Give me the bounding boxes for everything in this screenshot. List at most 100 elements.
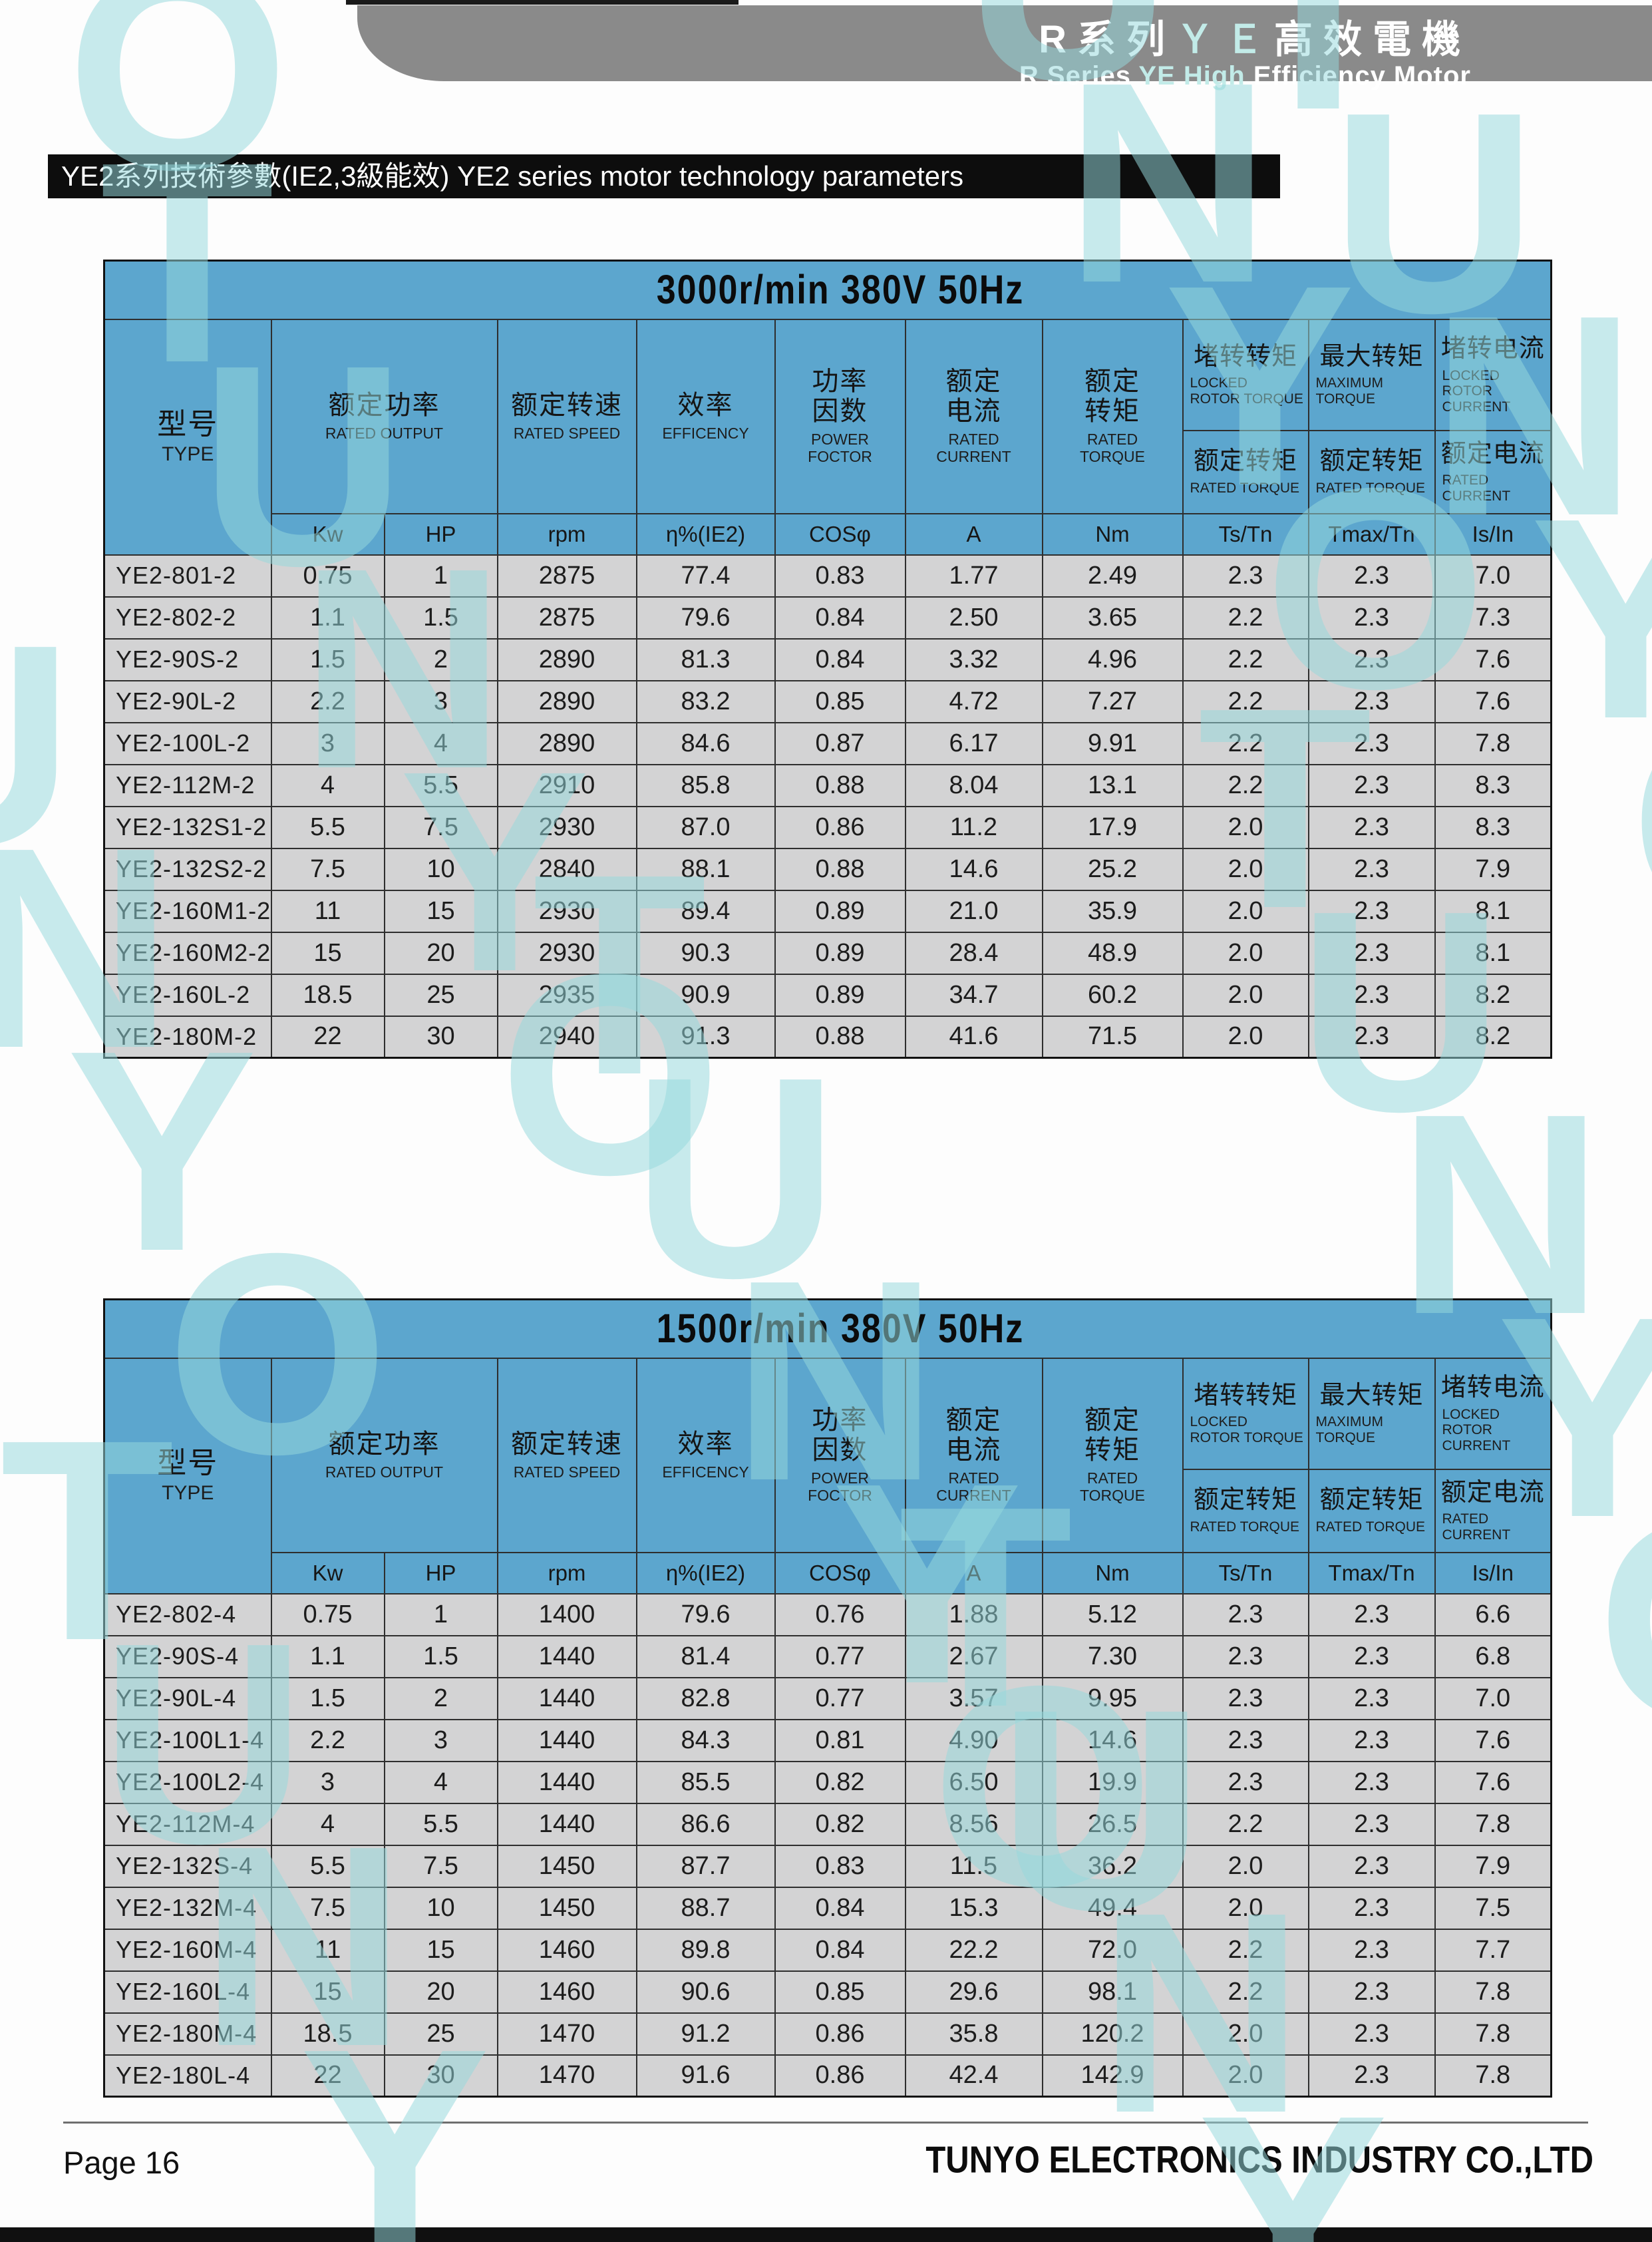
model-cell: YE2-90S-4 [103,1634,272,1678]
units-row: Kw HP rpm η%(IE2) COSφ A Nm Ts/Tn Tmax/T… [104,1551,1552,1594]
value-cell: 81.3 [635,638,776,681]
value-cell: 2.3 [1307,763,1436,807]
value-cell: 7.7 [1434,1928,1552,1972]
label-en: MAXIMUM TORQUE [1315,1414,1384,1445]
value-cell: 10 [383,847,498,891]
table-row: YE2-90L-2 2.2 3 2890 83.2 0.85 4.72 7.27 2.2 2.3 7… [103,679,1552,723]
value-cell: 2890 [496,721,637,765]
col-header-maximum-torque: 最大转矩 MAXIMUM TORQUE [1307,318,1436,431]
value-cell: 2935 [496,973,637,1017]
type-label-en: TYPE [162,1482,214,1505]
table-title-text: 3000r/min 380V 50Hz [656,267,1025,313]
value-cell: 87.7 [635,1844,776,1888]
value-cell: 6.6 [1434,1592,1552,1636]
value-cell: 11 [270,889,385,933]
top-banner: R系列ＹＥ高效電機 R Series YE High Efficiency Mo… [357,5,1652,91]
table-1500rpm: 1500r/min 380V 50Hz 型号 TYPE 额定功率 RATED O… [103,1298,1553,2098]
model-cell: YE2-100L1-4 [103,1718,272,1762]
value-cell: 6.17 [904,721,1043,765]
header-row-groups: 型号 TYPE 额定功率 RATED OUTPUT 额定转速 RATED SPE… [103,1357,1552,1594]
table-row: YE2-802-4 0.75 1 1400 79.6 0.76 1.88 5.12 2.3 2.3… [103,1592,1552,1636]
section-title: YE2系列技術參數(IE2,3級能效) YE2 series motor tec… [48,154,1280,198]
value-cell: 2.3 [1182,554,1309,598]
value-cell: 0.77 [774,1634,906,1678]
value-cell: 0.89 [774,973,906,1017]
value-cell: 18.5 [270,973,385,1017]
value-cell: 7.27 [1041,679,1184,723]
value-cell: 2.3 [1182,1760,1309,1804]
value-cell: 60.2 [1041,973,1184,1017]
value-cell: 1470 [496,2012,637,2056]
value-cell: 2 [383,638,498,681]
unit-ts-tn: Ts/Tn [1182,512,1309,556]
page-number: Page 16 [63,2145,180,2180]
value-cell: 2.2 [1182,1970,1309,2014]
value-cell: 2.3 [1307,889,1436,933]
value-cell: 4.90 [904,1718,1043,1762]
label-zh: 额定功率 [328,390,440,420]
value-cell: 7.8 [1434,1802,1552,1846]
value-cell: 0.85 [774,1970,906,2014]
value-cell: 2.3 [1182,1592,1309,1636]
value-cell: 88.7 [635,1886,776,1930]
label-en: LOCKED ROTOR CURRENT [1442,1406,1511,1453]
col-header-rated-current: 额定 电流 RATED CURRENT [904,318,1043,514]
value-cell: 7.6 [1434,1718,1552,1762]
banner-en-suffix: Efficiency Motor [1245,61,1471,91]
value-cell: 84.3 [635,1718,776,1762]
value-cell: 0.88 [774,1015,906,1059]
value-cell: 2.3 [1307,805,1436,849]
unit-tmax-tn: Tmax/Tn [1307,1551,1436,1594]
footer-divider [63,2122,1588,2124]
label-zh: 额定 转矩 [1084,367,1140,427]
model-cell: YE2-180M-2 [103,1015,272,1059]
value-cell: 2890 [496,638,637,681]
model-cell: YE2-802-4 [103,1592,272,1636]
value-cell: 8.56 [904,1802,1043,1846]
table-row: YE2-112M-4 4 5.5 1440 86.6 0.82 8.56 26.5 2.2 2.3… [103,1802,1552,1846]
value-cell: 2.0 [1182,973,1309,1017]
banner-title-zh: R系列ＹＥ高效電機 [357,8,1471,64]
value-cell: 2.2 [1182,721,1309,765]
value-cell: 0.82 [774,1760,906,1804]
value-cell: 2.49 [1041,554,1184,598]
unit-amps: A [904,512,1043,556]
value-cell: 3 [383,1718,498,1762]
value-cell: 15.3 [904,1886,1043,1930]
value-cell: 1460 [496,1970,637,2014]
col-header-rated-current-denominator: 额定电流 RATED CURRENT [1434,429,1552,514]
unit-kw: Kw [270,512,385,556]
value-cell: 15 [383,889,498,933]
value-cell: 0.84 [774,638,906,681]
label-en: RATED CURRENT [1442,472,1511,504]
unit-is-in: Is/In [1434,1551,1552,1594]
label-zh: 堵转电流 [1440,334,1545,363]
value-cell: 20 [383,1970,498,2014]
banner-zh-accent: ＹＥ [1175,18,1274,61]
value-cell: 11.2 [904,805,1043,849]
label-zh: 效率 [677,1429,734,1459]
value-cell: 2.3 [1307,1718,1436,1762]
value-cell: 48.9 [1041,931,1184,975]
value-cell: 1.5 [270,1676,385,1720]
value-cell: 5.5 [270,1844,385,1888]
value-cell: 10 [383,1886,498,1930]
value-cell: 0.84 [774,1928,906,1972]
value-cell: 7.5 [383,805,498,849]
value-cell: 7.5 [1434,1886,1552,1930]
model-cell: YE2-132S2-2 [103,847,272,891]
col-header-rated-torque: 额定 转矩 RATED TORQUE [1041,1357,1184,1553]
col-header-power-factor: 功率 因数 POWER FOCTOR [774,318,906,514]
value-cell: 2.3 [1307,554,1436,598]
value-cell: 2.3 [1182,1634,1309,1678]
value-cell: 0.75 [270,554,385,598]
value-cell: 5.5 [383,763,498,807]
value-cell: 2.50 [904,596,1043,640]
value-cell: 8.04 [904,763,1043,807]
watermark-letter: Y [0,0,158,10]
banner-zh-suffix: 高效電機 [1273,18,1471,61]
model-cell: YE2-100L-2 [103,721,272,765]
col-header-type: 型号 TYPE [103,1357,272,1594]
value-cell: 83.2 [635,679,776,723]
